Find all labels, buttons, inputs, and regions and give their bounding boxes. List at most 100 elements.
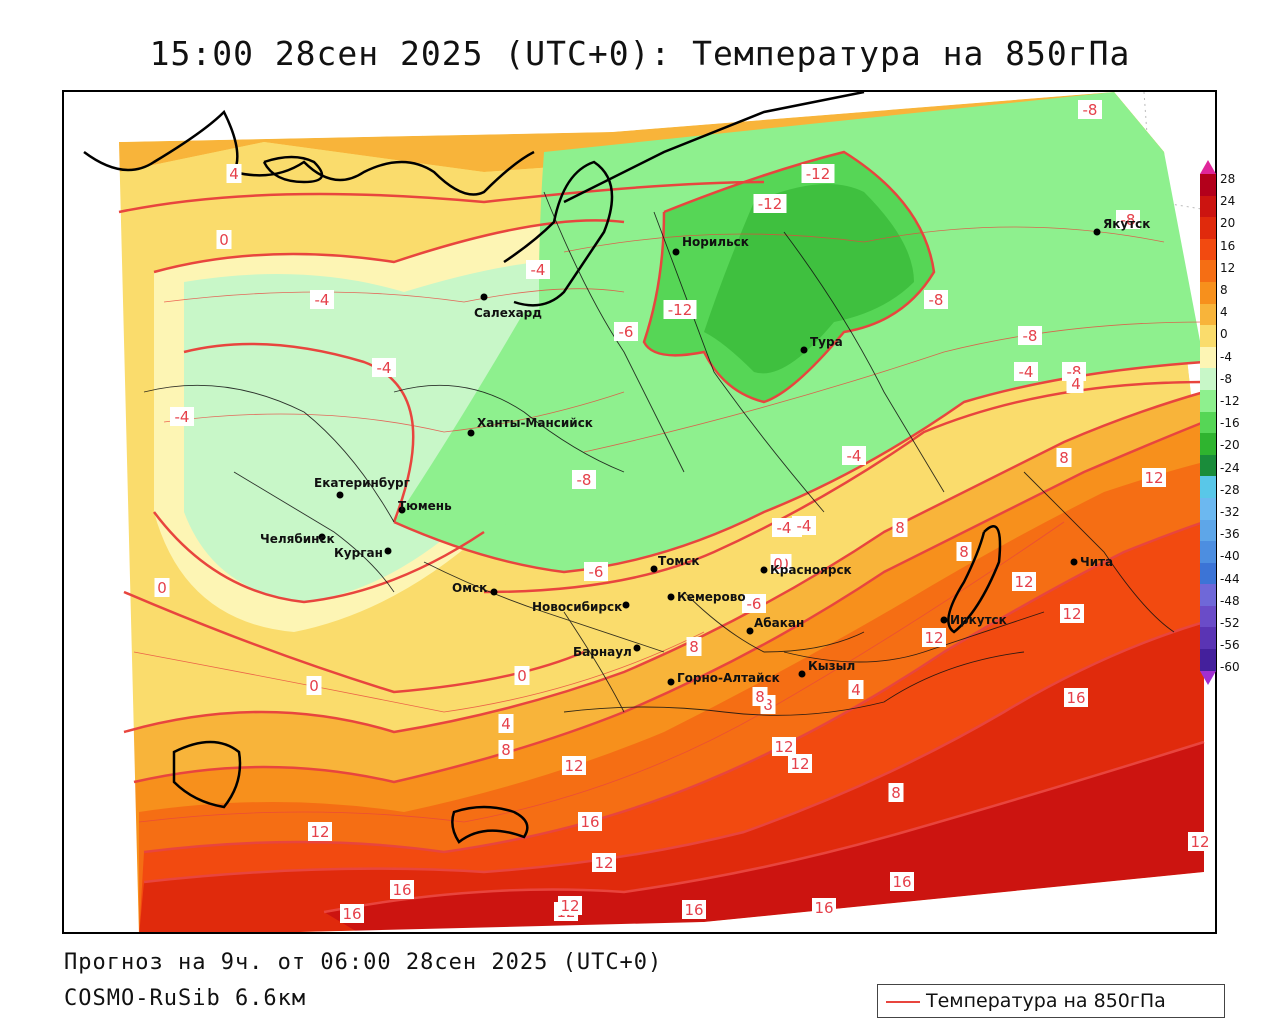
scale-label: 24 — [1220, 194, 1236, 209]
isotherm-label-box — [956, 542, 972, 561]
scale-label: 12 — [1220, 260, 1236, 275]
isotherm-label-box — [340, 904, 364, 923]
isotherm-label-box — [792, 516, 816, 535]
city-dot — [672, 248, 680, 256]
isotherm-labels: -840-4-4-4-4-12-12-12-8-8-8-80-4-8-6-40-… — [154, 100, 1212, 923]
scale-label: -8 — [1220, 371, 1232, 386]
isotherm-label-box — [526, 260, 550, 279]
scale-bottom-arrow — [1200, 671, 1216, 685]
isotherm-label: -4 — [847, 447, 862, 465]
city-label: Омск — [452, 581, 487, 595]
scale-label: -20 — [1220, 438, 1240, 453]
isotherm-label: 16 — [892, 873, 911, 891]
isotherm-label: -6 — [747, 595, 762, 613]
isotherm-label: 4 — [851, 681, 861, 699]
isotherm-label: 4 — [1071, 375, 1081, 393]
isotherm-label-box — [306, 676, 322, 695]
isotherm-label: 12 — [594, 854, 613, 872]
scale-label: -12 — [1220, 394, 1240, 408]
isotherm-label-box — [308, 822, 332, 841]
isotherm-label-box — [842, 446, 866, 465]
scale-segment — [1200, 195, 1216, 218]
isotherm-label-box — [1018, 326, 1042, 345]
city-label: Ханты-Мансийск — [477, 416, 593, 430]
isotherm-label: 12 — [560, 897, 579, 915]
isotherm-label-box — [772, 518, 796, 537]
city-label: Барнаул — [573, 645, 632, 659]
scale-label: 16 — [1220, 238, 1236, 253]
city-label: Челябинск — [260, 532, 335, 546]
isotherm-label: -4 — [1019, 363, 1034, 381]
scale-label: -40 — [1220, 549, 1240, 564]
scale-segment — [1200, 541, 1216, 563]
isotherm-label: 12 — [1190, 833, 1209, 851]
city-label: Новосибирск — [532, 600, 622, 614]
scale-label: 28 — [1220, 172, 1236, 186]
isotherm-label-box — [1014, 362, 1038, 381]
isotherm-label-box — [498, 714, 514, 733]
isotherm-label: 0 — [773, 555, 783, 573]
isotherm-label: 12 — [1014, 573, 1033, 591]
isotherm-label-box — [1188, 832, 1212, 851]
isotherm-label-box — [772, 737, 796, 756]
city-dot — [318, 533, 326, 541]
city-label: Тюмень — [398, 499, 452, 513]
scale-segment — [1200, 649, 1216, 671]
isotherm-label: -8 — [929, 291, 944, 309]
city-label: Чита — [1080, 555, 1113, 569]
isotherm-label: 16 — [814, 899, 833, 917]
scale-segment — [1200, 519, 1216, 542]
scale-label: -56 — [1220, 638, 1240, 653]
isotherm-label: -4 — [797, 517, 812, 535]
isotherm-label-box — [1116, 210, 1140, 229]
isotherm-label: -4 — [777, 519, 792, 537]
city-label: Салехард — [474, 306, 542, 320]
city-dot — [800, 346, 808, 354]
isotherm-label-box — [663, 300, 697, 319]
isotherm-label-box — [686, 637, 702, 656]
scale-label: -44 — [1220, 571, 1240, 586]
isotherm-label: -8 — [577, 471, 592, 489]
city-label: Екатеринбург — [314, 476, 410, 490]
isotherm-label: -6 — [619, 323, 634, 341]
map-canvas: -840-4-4-4-4-12-12-12-8-8-8-80-4-8-6-40-… — [64, 92, 1215, 932]
isotherm-label: -12 — [806, 165, 831, 183]
isotherm-label: 8 — [895, 519, 905, 537]
isotherm-label-box — [1064, 688, 1088, 707]
isotherm-label-box — [1012, 572, 1036, 591]
isotherm-label-box — [752, 687, 768, 706]
scale-segment — [1200, 411, 1216, 434]
isotherm-label-box — [890, 872, 914, 891]
scale-segment — [1200, 281, 1216, 304]
scale-segment — [1200, 174, 1216, 196]
city-dot — [480, 293, 488, 301]
scale-segment — [1200, 584, 1216, 606]
city-dot — [1093, 228, 1101, 236]
isotherm-label: -4 — [175, 408, 190, 426]
isotherm-label: -8 — [1023, 327, 1038, 345]
scale-label: 20 — [1220, 216, 1236, 231]
isotherm-label-box — [584, 562, 608, 581]
scale-label: -60 — [1220, 660, 1240, 675]
city-dot — [650, 565, 658, 573]
scale-label: 8 — [1220, 283, 1228, 297]
city-dot — [667, 593, 675, 601]
isotherm-label-box — [1060, 604, 1084, 623]
isotherm-label-box — [770, 554, 786, 573]
scale-label: -16 — [1220, 416, 1240, 431]
isotherm-label-box — [154, 578, 170, 597]
isotherm-label-box — [572, 470, 596, 489]
isotherm-label: 8 — [689, 638, 699, 656]
city-dot — [490, 588, 498, 596]
scale-label: -36 — [1220, 527, 1240, 542]
scale-label: 0 — [1220, 327, 1228, 342]
city-label: Горно-Алтайск — [677, 671, 780, 685]
scale-segment — [1200, 627, 1216, 650]
city-label: Тура — [810, 335, 843, 349]
isotherm-label: 12 — [774, 738, 793, 756]
isotherm-label: 16 — [342, 905, 361, 923]
forecast-map[interactable]: -840-4-4-4-4-12-12-12-8-8-8-80-4-8-6-40-… — [62, 90, 1217, 934]
scale-label: 4 — [1220, 305, 1228, 320]
isotherm-label: -12 — [668, 301, 693, 319]
scale-segment — [1200, 497, 1216, 520]
